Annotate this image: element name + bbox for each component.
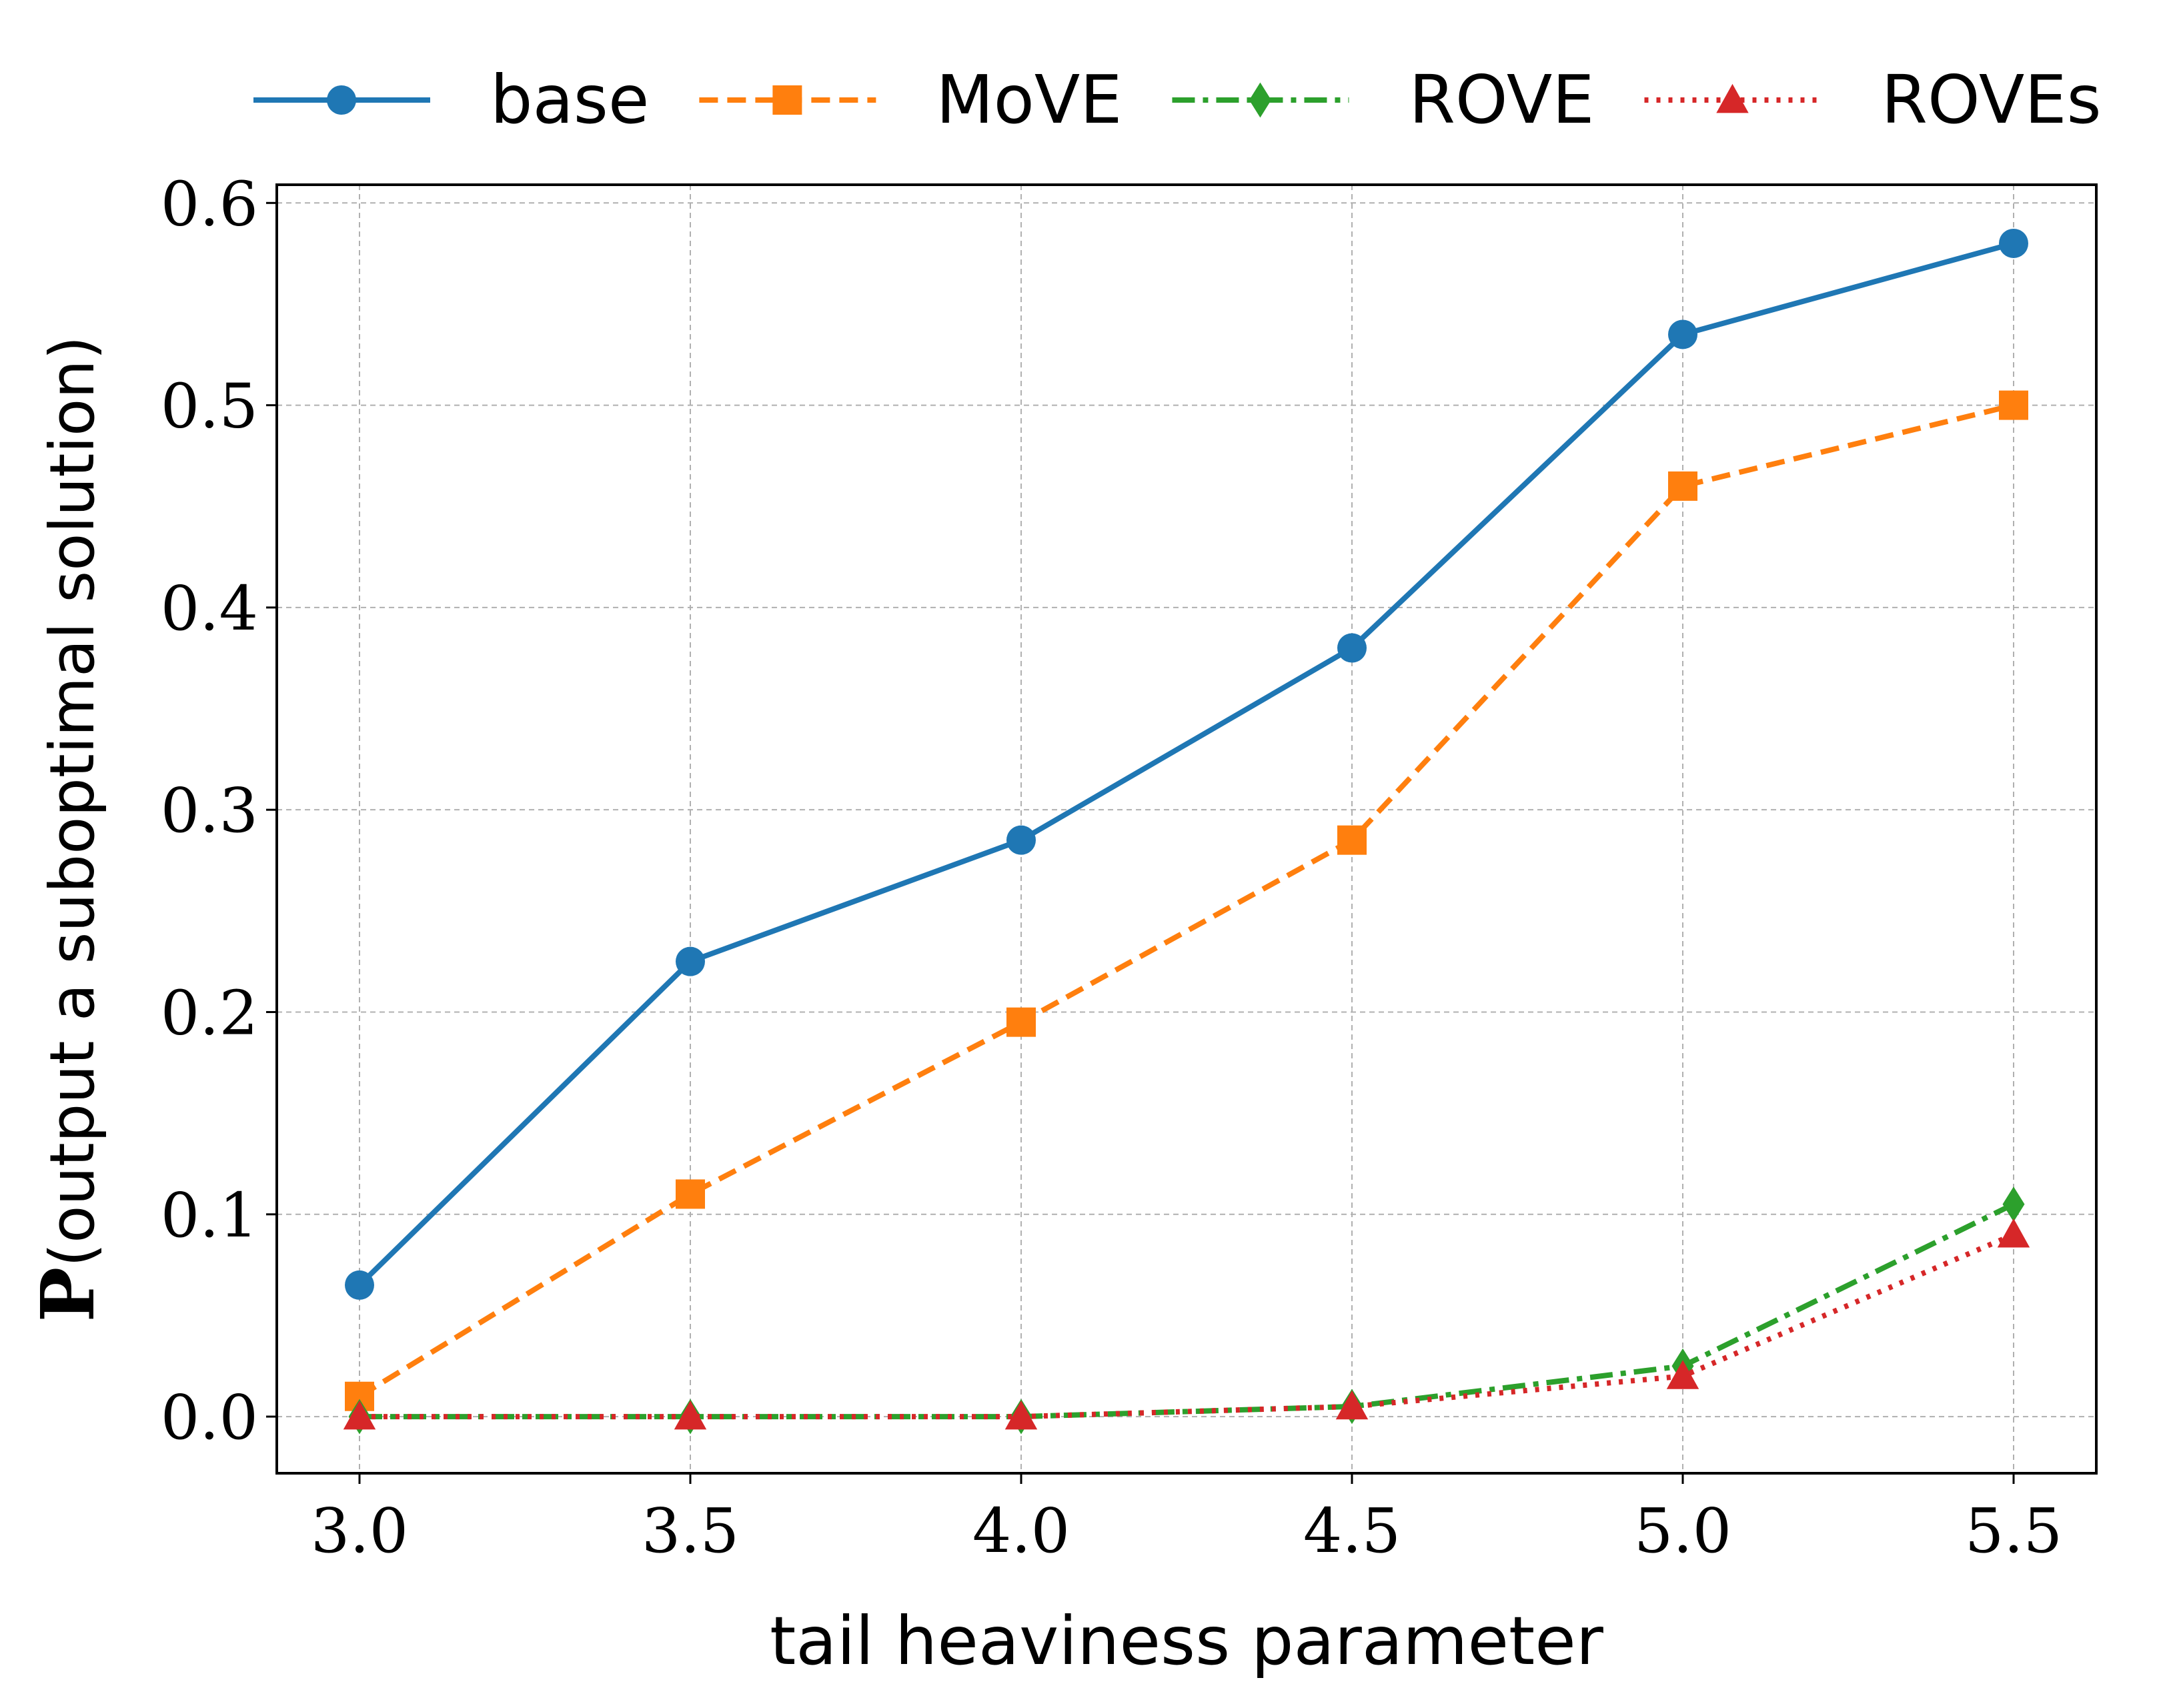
data-point-roves (343, 1400, 376, 1430)
y-tick-label: 0.5 (161, 371, 258, 442)
y-tick-label: 0.0 (161, 1382, 258, 1453)
series-base (345, 228, 2028, 1300)
y-axis: 0.0 0.1 0.2 0.3 0.4 0.5 0.6 (161, 168, 277, 1453)
legend-marker-base (327, 85, 356, 115)
legend-label-move: MoVE (936, 61, 1122, 139)
y-axis-title-prefix: P (25, 1267, 111, 1323)
data-point-roves (674, 1400, 707, 1430)
series-line-base (357, 241, 2015, 1287)
data-point-base (345, 1270, 374, 1300)
legend: base MoVE ROVE ROVEs (253, 61, 2102, 139)
y-tick-label: 0.3 (161, 775, 258, 846)
x-tick-label: 4.0 (972, 1495, 1070, 1567)
grid (277, 185, 2096, 1473)
legend-marker-rove (1249, 82, 1271, 118)
x-tick-label: 4.5 (1303, 1495, 1401, 1567)
data-point-base (1337, 633, 1367, 663)
x-axis: 3.0 3.5 4.0 4.5 5.0 5.5 (311, 1473, 2062, 1567)
data-point-move (1999, 390, 2028, 420)
data-point-roves (1004, 1400, 1038, 1430)
y-tick-label: 0.6 (161, 168, 258, 239)
y-axis-title: P(output a suboptimal solution) (25, 336, 111, 1323)
y-tick-label: 0.2 (161, 977, 258, 1048)
data-point-move (1337, 825, 1367, 855)
y-tick-label: 0.4 (161, 573, 258, 644)
plot-frame (275, 183, 2098, 1475)
legend-label-rove: ROVE (1409, 61, 1594, 139)
series-line-rove (359, 1202, 2015, 1420)
data-point-roves (1335, 1390, 1369, 1420)
data-point-base (1999, 228, 2028, 258)
x-tick-label: 3.0 (311, 1495, 408, 1567)
x-tick-label: 5.5 (1965, 1495, 2062, 1567)
y-tick-label: 0.1 (161, 1180, 258, 1251)
data-point-base (1006, 825, 1036, 855)
legend-marker-roves (1716, 83, 1749, 113)
legend-label-base: base (490, 61, 649, 139)
data-point-base (676, 946, 705, 976)
series-move (345, 390, 2028, 1411)
legend-item-move: MoVE (699, 61, 1122, 139)
legend-item-rove: ROVE (1172, 61, 1594, 139)
data-point-rove (2002, 1186, 2025, 1222)
data-point-move (676, 1179, 705, 1209)
data-point-move (1006, 1007, 1036, 1037)
data-point-move (1668, 471, 1697, 501)
legend-item-base: base (253, 61, 649, 139)
legend-item-roves: ROVEs (1644, 61, 2102, 139)
data-point-roves (1997, 1218, 2030, 1248)
data-point-roves (1666, 1360, 1699, 1389)
legend-marker-move (772, 85, 802, 115)
x-tick-label: 3.5 (642, 1495, 739, 1567)
svg-text:P(output a suboptimal solution: P(output a suboptimal solution) (25, 336, 111, 1323)
series-line-move (357, 402, 2014, 1399)
data-point-base (1668, 319, 1697, 349)
x-tick-label: 5.0 (1634, 1495, 1731, 1567)
y-axis-title-text: (output a suboptimal solution) (37, 336, 108, 1267)
series-roves (343, 1218, 2030, 1430)
x-axis-title: tail heaviness parameter (770, 1602, 1604, 1680)
legend-label-roves: ROVEs (1881, 61, 2101, 139)
series-group (343, 228, 2030, 1435)
series-rove (348, 1186, 2025, 1435)
